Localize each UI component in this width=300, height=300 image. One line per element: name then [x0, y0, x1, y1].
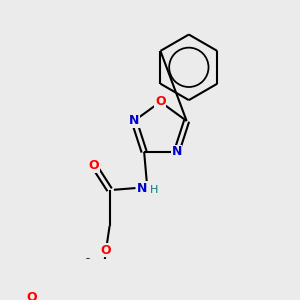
Text: N: N [171, 145, 182, 158]
Text: H: H [150, 185, 159, 195]
Text: O: O [155, 95, 166, 108]
Text: O: O [89, 159, 99, 172]
Text: O: O [100, 244, 111, 257]
Text: N: N [137, 182, 148, 195]
Text: O: O [27, 291, 37, 300]
Text: N: N [129, 114, 139, 128]
